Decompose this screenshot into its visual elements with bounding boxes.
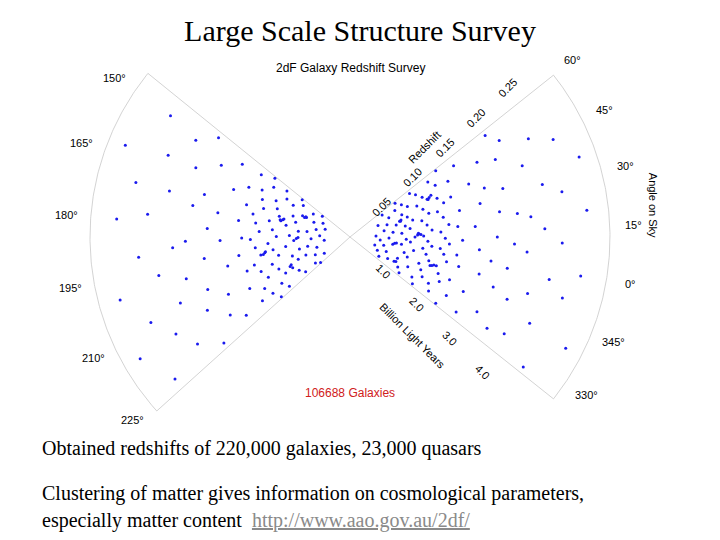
svg-text:106688 Galaxies: 106688 Galaxies — [305, 386, 395, 400]
svg-text:4.0: 4.0 — [473, 362, 492, 381]
svg-text:2dF Galaxy Redshift Survey: 2dF Galaxy Redshift Survey — [276, 61, 425, 75]
svg-text:0.25: 0.25 — [496, 76, 520, 100]
svg-text:210°: 210° — [82, 352, 105, 364]
svg-text:Clustering of matter gives inf: Clustering of matter gives information o… — [42, 482, 584, 505]
svg-text:0.10: 0.10 — [401, 165, 425, 189]
svg-text:45°: 45° — [596, 104, 613, 116]
svg-text:0.05: 0.05 — [370, 195, 394, 219]
svg-text:especially matter content htt: especially matter content http://www.aao… — [42, 509, 470, 532]
svg-text:345°: 345° — [602, 336, 625, 348]
svg-text:Large Scale Structure Survey: Large Scale Structure Survey — [184, 14, 536, 47]
svg-text:1.0: 1.0 — [374, 262, 393, 281]
svg-text:180°: 180° — [55, 209, 78, 221]
svg-text:0°: 0° — [625, 278, 636, 290]
svg-text:3.0: 3.0 — [440, 329, 459, 348]
svg-text:2.0: 2.0 — [407, 295, 426, 314]
svg-text:150°: 150° — [103, 72, 126, 84]
svg-text:Angle on Sky: Angle on Sky — [647, 173, 659, 238]
svg-text:Obtained redshifts of 220,000: Obtained redshifts of 220,000 galaxies, … — [42, 437, 482, 460]
svg-text:165°: 165° — [70, 137, 93, 149]
svg-text:15°: 15° — [625, 219, 642, 231]
svg-text:225°: 225° — [121, 414, 144, 426]
svg-text:Billion Light Years: Billion Light Years — [377, 301, 447, 371]
svg-text:330°: 330° — [575, 389, 598, 401]
svg-text:60°: 60° — [564, 54, 581, 66]
svg-text:30°: 30° — [617, 160, 634, 172]
svg-text:0.15: 0.15 — [433, 136, 457, 160]
svg-text:0.20: 0.20 — [464, 106, 488, 130]
svg-text:Redshift: Redshift — [406, 129, 443, 166]
svg-text:195°: 195° — [59, 282, 82, 294]
